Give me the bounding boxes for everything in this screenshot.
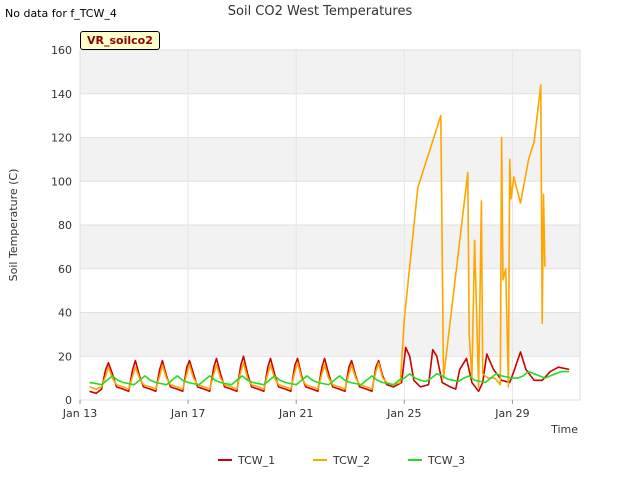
y-tick-label: 80 <box>58 219 72 232</box>
plot-band <box>80 225 580 269</box>
y-axis-label: Soil Temperature (C) <box>7 169 20 282</box>
y-tick-label: 40 <box>58 307 72 320</box>
x-tick-label: Jan 13 <box>62 407 97 420</box>
x-tick-label: Jan 21 <box>278 407 313 420</box>
legend-label: TCW_1 <box>237 454 275 467</box>
plot-band <box>80 137 580 182</box>
x-tick-labels: Jan 13 Jan 17 Jan 21 Jan 25 Jan 29 <box>62 400 530 420</box>
series-line-tcw-3 <box>89 370 570 386</box>
legend-label: TCW_2 <box>332 454 370 467</box>
y-tick-label: 120 <box>51 132 72 145</box>
plot-band <box>80 312 580 357</box>
x-axis-label: Time <box>550 423 578 436</box>
x-tick-label: Jan 25 <box>386 407 421 420</box>
y-tick-label: 20 <box>58 350 72 363</box>
plot-bands <box>80 50 580 357</box>
plot-frame <box>79 49 581 401</box>
plot-band <box>80 50 580 94</box>
no-data-note: No data for f_TCW_4 <box>5 7 117 20</box>
series-layer <box>89 84 570 395</box>
chart-title: Soil CO2 West Temperatures <box>228 4 413 19</box>
site-badge: VR_soilco2 <box>80 31 160 50</box>
y-tick-label: 0 <box>65 394 72 407</box>
legend-label: TCW_3 <box>427 454 465 467</box>
legend: TCW_1 TCW_2 TCW_3 <box>218 454 465 467</box>
y-tick-label: 140 <box>51 88 72 101</box>
y-tick-label: 100 <box>51 175 72 188</box>
y-tick-label: 160 <box>51 44 72 57</box>
series-line-tcw-2 <box>89 84 546 390</box>
y-tick-labels: 0 20 40 60 80 100 120 140 160 <box>51 44 72 407</box>
x-tick-label: Jan 17 <box>170 407 205 420</box>
y-tick-label: 60 <box>58 263 72 276</box>
x-tick-label: Jan 29 <box>494 407 529 420</box>
